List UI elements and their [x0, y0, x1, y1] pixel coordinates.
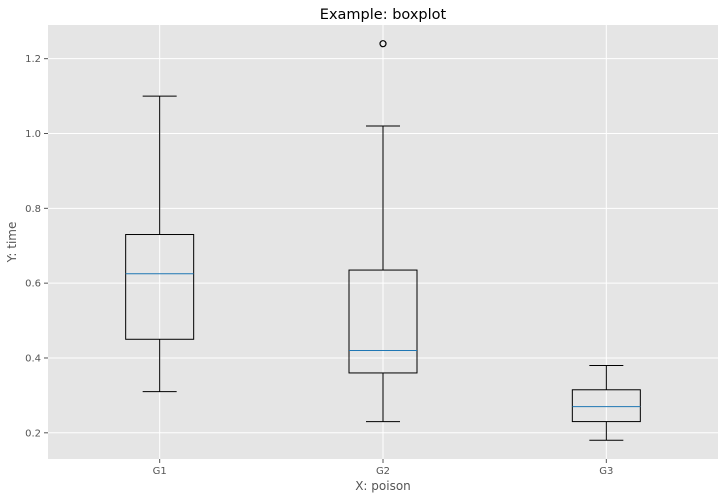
y-tick-label: 1.0 [25, 129, 41, 140]
y-tick-label: 0.6 [25, 279, 41, 290]
iqr-box [348, 269, 418, 374]
box-g2 [348, 40, 418, 423]
iqr-box [125, 234, 195, 340]
chart-title: Example: boxplot [320, 7, 447, 23]
box-marks [125, 40, 641, 441]
tick-labels: 0.2 0.4 0.6 0.8 1.0 1.2 G1 G2 G3 [25, 54, 613, 477]
y-tick-label: 0.2 [25, 428, 41, 439]
y-tick-label: 0.4 [25, 353, 41, 364]
y-axis-label: Y: time [5, 222, 19, 264]
box-g3 [571, 364, 641, 441]
box-g1 [125, 95, 195, 393]
x-tick-label: G2 [376, 466, 390, 477]
outlier-point [379, 40, 387, 48]
x-axis-label: X: poison [355, 479, 411, 493]
x-tick-label: G1 [153, 466, 167, 477]
iqr-box [571, 389, 641, 423]
y-tick-label: 0.8 [25, 204, 41, 215]
x-tick-label: G3 [599, 466, 613, 477]
y-tick-label: 1.2 [25, 54, 41, 65]
